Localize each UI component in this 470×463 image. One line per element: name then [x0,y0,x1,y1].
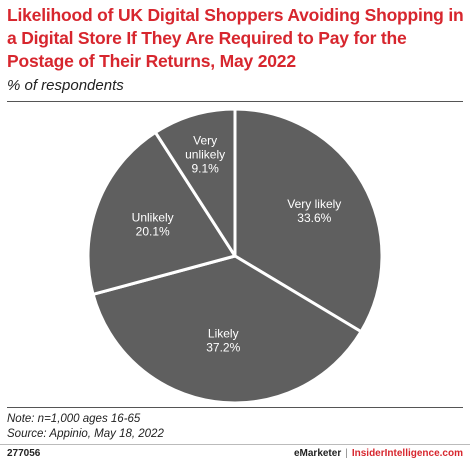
pie-label-very-unlikely: Very unlikely 9.1% [185,133,225,175]
pie-slice-very-likely [233,107,384,334]
footnote-note: Note: n=1,000 ages 16-65 [7,413,141,425]
brand-insider-intelligence: InsiderIntelligence.com [351,448,463,459]
pie-label-very-likely: Very likely 33.6% [287,197,341,225]
footnote-source: Source: Appinio, May 18, 2022 [7,428,164,440]
top-divider [7,101,463,102]
brand-emarketer: eMarketer [293,448,342,459]
pie-label-unlikely: Unlikely 20.1% [132,210,174,238]
pie-slice-very-unlikely [153,107,237,258]
chart-id: 277056 [7,448,41,459]
pie-labels: Very likely 33.6% Likely 37.2% Unlikely 20.1%… [132,133,342,354]
pie-slices [86,107,384,405]
pie-slice-likely [91,254,363,405]
brand-separator: | [345,448,348,459]
pie-slice-unlikely [86,130,237,296]
footer-divider [0,444,470,445]
chart-title: Likelihood of UK Digital Shoppers Avoidi… [7,5,464,71]
chart-subtitle: % of respondents [7,77,124,94]
footer-brand: eMarketer | InsiderIntelligence.com [294,448,463,459]
bottom-divider [7,407,463,408]
pie-label-likely: Likely 37.2% [206,326,240,354]
